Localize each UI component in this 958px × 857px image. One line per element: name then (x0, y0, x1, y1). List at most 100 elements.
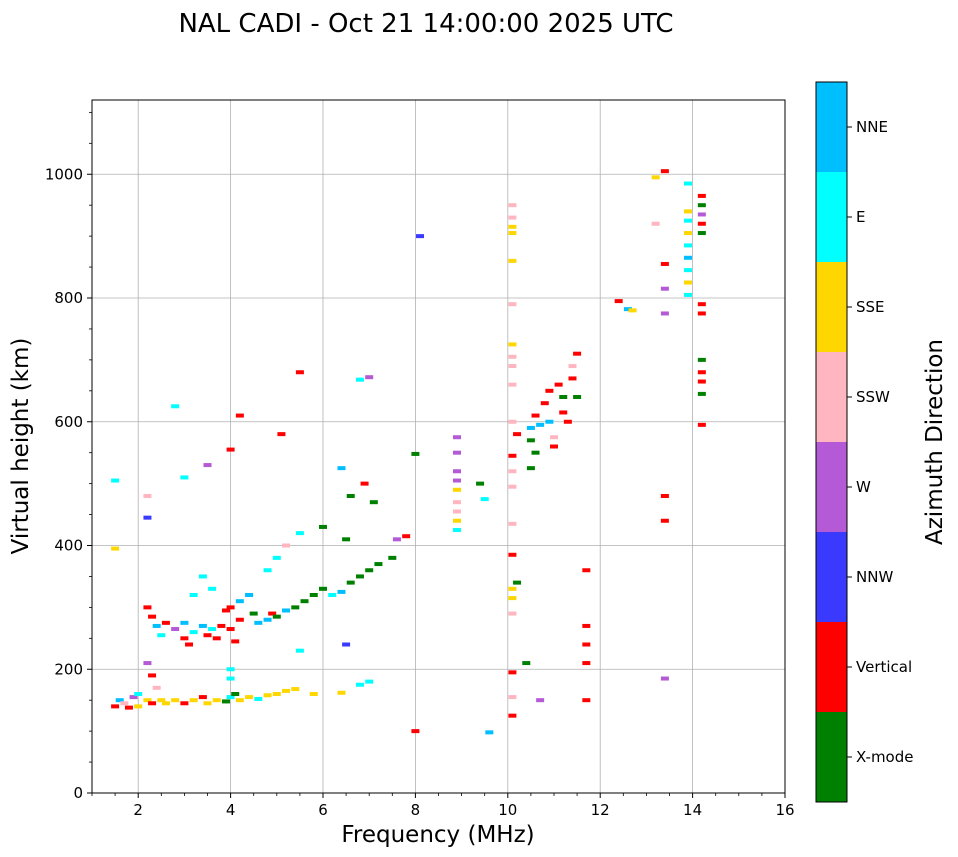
data-point (263, 568, 272, 573)
data-point (568, 364, 577, 369)
data-point (309, 692, 318, 696)
x-axis-ticks: 2 4 6 8 10 12 14 16 (91, 793, 795, 819)
colorbar-tick-label: NNW (856, 568, 893, 586)
data-point (628, 308, 637, 313)
data-point (452, 509, 461, 514)
colorbar-tick-label: E (856, 208, 865, 226)
data-point (660, 169, 669, 174)
data-point (295, 648, 304, 653)
data-point (651, 221, 660, 226)
data-point (508, 354, 517, 359)
data-point (660, 286, 669, 291)
x-tick-label: 4 (226, 801, 236, 819)
data-point (531, 450, 540, 455)
data-point (189, 630, 198, 635)
data-point (157, 633, 166, 638)
data-point (226, 667, 235, 672)
data-point (129, 695, 138, 700)
data-point (411, 729, 420, 734)
data-point (660, 261, 669, 266)
data-point (235, 617, 244, 622)
data-point (212, 636, 221, 641)
data-point (452, 469, 461, 474)
data-point (582, 698, 591, 703)
data-point (508, 713, 517, 718)
data-point (582, 661, 591, 666)
data-point (508, 302, 517, 307)
data-point (328, 593, 337, 597)
data-point (508, 382, 517, 387)
data-point (272, 692, 281, 696)
data-point (697, 357, 706, 362)
data-point (245, 695, 254, 700)
colorbar-tick-label: NNE (856, 118, 888, 136)
x-axis-label: Frequency (MHz) (341, 822, 534, 848)
data-point (508, 695, 517, 700)
data-point (550, 435, 558, 440)
data-point (540, 401, 549, 406)
data-point (319, 524, 327, 529)
colorbar-tick-label: SSW (856, 388, 890, 406)
data-point (124, 705, 133, 710)
colorbar-label: Azimuth Direction (922, 339, 948, 545)
data-point (226, 695, 235, 700)
data-point (295, 370, 304, 375)
data-point (522, 661, 531, 666)
data-point (536, 422, 545, 427)
data-point (513, 580, 522, 585)
data-point (272, 555, 281, 560)
colorbar-segment (816, 712, 847, 802)
data-point (111, 546, 120, 551)
data-point (573, 395, 582, 399)
data-point (508, 670, 517, 675)
data-point (319, 586, 327, 591)
data-point (115, 698, 124, 703)
data-point (513, 432, 522, 437)
data-point (342, 537, 351, 542)
data-point (198, 623, 207, 628)
data-point (508, 453, 517, 458)
data-point (226, 447, 235, 452)
colorbar-segment (816, 622, 847, 712)
data-point (568, 376, 577, 381)
data-point (508, 586, 517, 591)
data-point (452, 487, 461, 492)
data-point (697, 370, 706, 375)
x-tick-label: 12 (591, 801, 610, 819)
data-point (235, 698, 244, 703)
data-points (111, 169, 706, 735)
data-point (683, 231, 692, 236)
y-axis-label: Virtual height (km) (8, 338, 34, 555)
x-tick-label: 8 (411, 801, 421, 819)
data-point (508, 342, 517, 347)
data-point (231, 639, 240, 644)
data-point (697, 231, 706, 236)
data-point (660, 494, 669, 498)
data-point (411, 451, 420, 456)
data-point (245, 593, 254, 597)
data-point (180, 620, 189, 625)
colorbar-tick-label: X-mode (856, 748, 913, 766)
data-point (697, 422, 706, 427)
x-tick-label: 10 (498, 801, 517, 819)
data-point (683, 181, 692, 186)
data-point (374, 562, 383, 567)
data-point (452, 450, 461, 455)
colorbar-segment (816, 82, 847, 172)
data-point (254, 696, 263, 701)
y-axis-ticks: 0 200 400 600 800 1000 (45, 111, 92, 802)
data-point (452, 518, 461, 523)
data-point (452, 478, 461, 483)
colorbar: X-mode Vertical NNW W SSW SSE E NNE (815, 81, 913, 803)
data-point (171, 627, 180, 632)
data-point (508, 596, 517, 601)
data-point (143, 698, 152, 703)
data-point (476, 481, 485, 486)
data-point (614, 299, 623, 304)
y-tick-label: 1000 (45, 165, 83, 183)
data-point (111, 478, 120, 483)
data-point (111, 704, 120, 709)
data-point (660, 676, 669, 681)
data-point (295, 531, 304, 536)
y-tick-label: 400 (54, 537, 83, 555)
